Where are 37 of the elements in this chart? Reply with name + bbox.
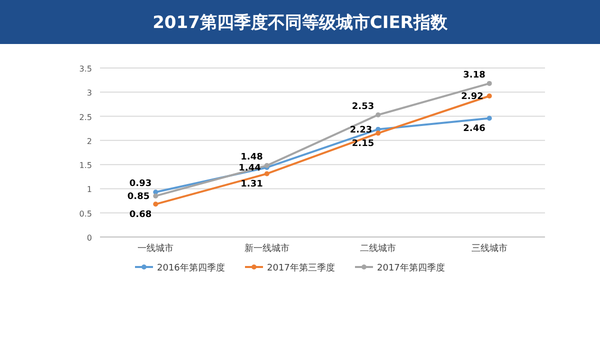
y-tick-label: 1	[86, 185, 92, 194]
point	[153, 193, 158, 198]
data-label: 3.18	[463, 70, 486, 80]
data-label: 2.92	[461, 92, 484, 102]
y-tick-label: 3.5	[79, 64, 92, 74]
chart-title: 2017第四季度不同等级城市CIER指数	[152, 13, 448, 33]
data-label: 2.15	[352, 139, 374, 150]
point	[486, 80, 492, 86]
data-label: 0.68	[129, 210, 152, 220]
title: 2017第四季度不同等级城市CIER指数	[0, 0, 600, 44]
data-label: 1.31	[240, 180, 263, 190]
y-tick-label: 3	[86, 88, 92, 98]
data-label: 2.23	[350, 125, 372, 136]
legend-label: 2016年第四季度	[157, 262, 225, 274]
point	[486, 94, 492, 99]
x-tick-label: 新一线城市	[244, 243, 290, 254]
data-label: 2.46	[463, 124, 486, 134]
x-tick-label: 二线城市	[360, 243, 396, 254]
legend-label: 2017年第三季度	[267, 262, 335, 274]
data-label: 2.53	[352, 102, 374, 112]
data-label: 0.85	[127, 192, 150, 202]
y-tick-label: 0.5	[79, 209, 92, 218]
data-label: 0.93	[129, 179, 152, 190]
y-tick-label: 2.5	[79, 112, 92, 122]
y-tick-label: 0	[86, 234, 92, 242]
data-label: 1.48	[240, 152, 263, 163]
point	[376, 130, 381, 136]
point	[264, 171, 270, 176]
y-tick-label: 2	[86, 136, 92, 146]
point	[376, 112, 381, 118]
x-tick-label: 一线城市	[138, 243, 174, 254]
point	[153, 202, 158, 207]
legend-label: 2017年第四季度	[377, 262, 445, 274]
point	[486, 116, 492, 121]
data-label: 1.44	[238, 163, 261, 174]
y-tick-label: 1.5	[79, 161, 92, 170]
x-tick-label: 三线城市	[471, 243, 508, 254]
